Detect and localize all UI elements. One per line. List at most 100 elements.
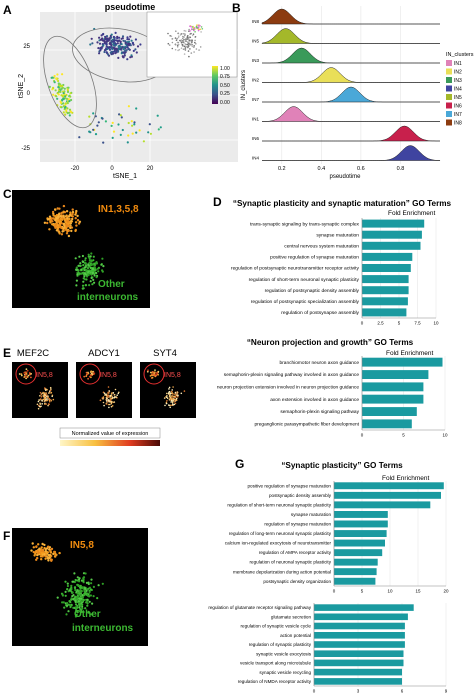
tsne-point bbox=[131, 124, 134, 127]
green-cell bbox=[76, 592, 79, 595]
expression-cell bbox=[174, 396, 176, 399]
tsne-point bbox=[156, 114, 159, 117]
inset-point bbox=[194, 39, 196, 42]
orange-cell bbox=[66, 217, 69, 220]
inset-point bbox=[188, 28, 190, 31]
orange-cell bbox=[71, 212, 74, 216]
tsne-point bbox=[100, 38, 103, 41]
bar bbox=[314, 659, 404, 667]
expression-cell bbox=[108, 390, 110, 392]
inset-point bbox=[175, 30, 177, 32]
chart-tick-label: 10 bbox=[442, 433, 448, 438]
tsne-point bbox=[118, 36, 121, 39]
inset-point bbox=[178, 48, 181, 51]
tsne-point bbox=[62, 111, 65, 114]
green-cell bbox=[85, 278, 88, 281]
green-cell bbox=[74, 606, 77, 609]
green-cell bbox=[84, 284, 88, 287]
green-cell bbox=[76, 268, 79, 271]
tsne-point bbox=[134, 48, 137, 51]
green-cell bbox=[87, 253, 90, 256]
bar bbox=[334, 491, 441, 499]
orange-cell bbox=[55, 229, 59, 232]
orange-cell bbox=[44, 548, 47, 551]
inset-point bbox=[184, 40, 187, 42]
tsne-point bbox=[102, 141, 105, 144]
ridge-xtick: 0.2 bbox=[278, 166, 286, 172]
expression-cell bbox=[171, 391, 173, 394]
inset-point bbox=[197, 29, 200, 32]
tsne-point bbox=[57, 93, 60, 96]
legend-swatch bbox=[446, 111, 452, 117]
legend-label: IN1 bbox=[454, 61, 462, 67]
green-cell bbox=[82, 268, 85, 271]
green-cell bbox=[97, 270, 100, 273]
expression-cell bbox=[48, 400, 51, 403]
expression-cell bbox=[105, 403, 108, 405]
bar bbox=[314, 604, 414, 611]
tsne-point bbox=[117, 56, 120, 60]
ridge-xtick: 0.8 bbox=[397, 166, 405, 172]
orange-cell bbox=[40, 558, 43, 561]
orange-cell bbox=[36, 552, 40, 555]
tsne-point bbox=[105, 40, 108, 43]
green-cell bbox=[75, 609, 78, 612]
expression-cell bbox=[110, 402, 113, 404]
tsne-point bbox=[142, 140, 145, 143]
expression-cell bbox=[45, 393, 47, 395]
expression-cell bbox=[87, 372, 90, 375]
bar bbox=[334, 530, 387, 537]
expression-cell bbox=[175, 399, 178, 402]
green-cell bbox=[86, 266, 90, 270]
orange-cell bbox=[71, 208, 74, 211]
green-cell bbox=[87, 255, 90, 258]
tsne-point bbox=[122, 51, 125, 54]
tsne-point bbox=[92, 112, 95, 115]
tsne-point bbox=[129, 56, 132, 59]
inset-point bbox=[193, 46, 195, 48]
green-cell bbox=[70, 584, 73, 587]
inset-point bbox=[186, 43, 189, 46]
green-cell bbox=[77, 264, 80, 267]
orange-cell bbox=[58, 224, 61, 227]
expression-cell bbox=[36, 403, 39, 406]
expression-cell bbox=[163, 397, 166, 399]
expression-cell bbox=[169, 395, 171, 397]
green-cell bbox=[72, 580, 75, 583]
orange-cell bbox=[61, 230, 64, 233]
expression-cell bbox=[107, 401, 109, 403]
tsne-point bbox=[112, 130, 116, 133]
inset-point bbox=[180, 39, 183, 41]
expression-cell bbox=[104, 394, 106, 396]
bar bbox=[334, 558, 378, 566]
expression-cell bbox=[174, 402, 177, 405]
expression-cell bbox=[90, 370, 93, 373]
expression-cell bbox=[154, 369, 156, 371]
green-cell bbox=[81, 287, 84, 290]
orange-cell bbox=[54, 208, 57, 211]
green-cell bbox=[62, 601, 65, 604]
tsne-point bbox=[126, 36, 129, 39]
orange-cell bbox=[64, 227, 67, 230]
green-cell bbox=[64, 580, 67, 583]
tsne-point bbox=[91, 42, 94, 45]
orange-cell bbox=[36, 553, 39, 557]
inset-point bbox=[183, 42, 185, 44]
orange-cell bbox=[34, 552, 37, 555]
legend-swatch bbox=[446, 60, 452, 66]
orange-cell bbox=[50, 547, 54, 551]
chart-title: “Neuron projection and growth” GO Terms bbox=[247, 338, 414, 347]
green-cell bbox=[72, 594, 75, 597]
tsne-point bbox=[90, 37, 93, 40]
green-cell bbox=[73, 596, 77, 599]
tsne-point bbox=[65, 109, 68, 112]
panel-c-cluster-label: IN1,3,5,8 bbox=[98, 204, 139, 215]
panel-e-plot-mef2c bbox=[12, 362, 68, 418]
tsne-point bbox=[70, 98, 73, 102]
orange-cell bbox=[74, 229, 77, 233]
tsne-point bbox=[116, 42, 119, 45]
tsne-point bbox=[147, 131, 150, 134]
inset-point bbox=[193, 27, 196, 30]
inset-point bbox=[181, 40, 183, 42]
expression-cell bbox=[44, 397, 46, 399]
